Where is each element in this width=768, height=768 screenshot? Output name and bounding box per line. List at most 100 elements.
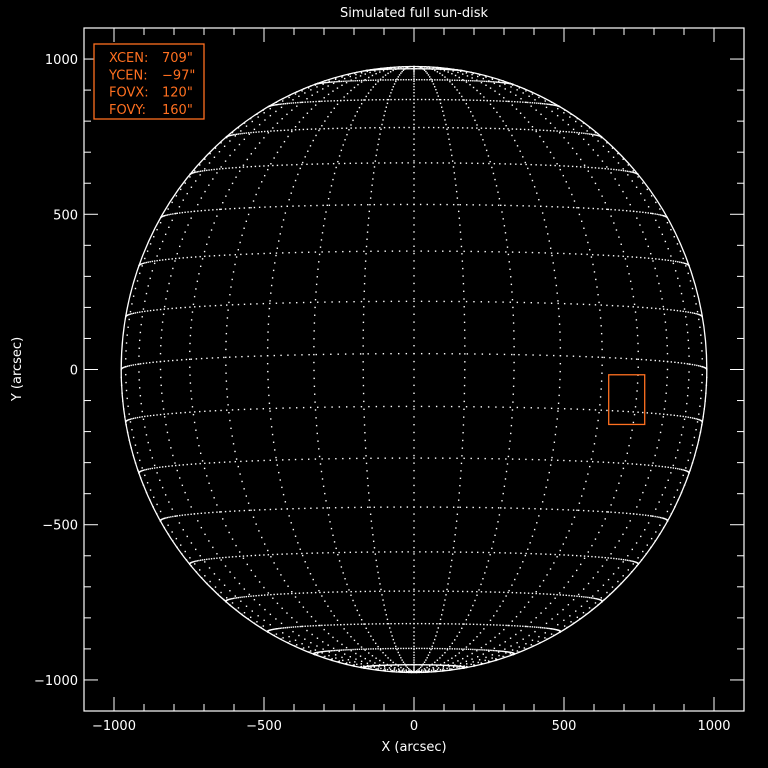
longitude-dot: [413, 80, 415, 83]
latitude-dot: [195, 358, 198, 360]
longitude-dot: [159, 368, 162, 371]
longitude-dot: [397, 665, 400, 667]
longitude-dot: [411, 671, 414, 674]
longitude-dot: [569, 116, 571, 118]
longitude-dot: [471, 658, 473, 660]
longitude-dot: [415, 671, 418, 674]
longitude-dot: [317, 440, 319, 442]
latitude-dot: [332, 551, 335, 554]
latitude-dot: [388, 590, 391, 592]
longitude-dot: [299, 167, 301, 170]
latitude-dot: [310, 507, 312, 509]
longitude-dot: [452, 666, 455, 668]
longitude-dot: [137, 469, 139, 472]
longitude-dot: [138, 355, 140, 357]
longitude-dot: [291, 591, 293, 593]
longitude-dot: [318, 261, 320, 263]
longitude-dot: [572, 598, 575, 601]
latitude-dot: [379, 590, 381, 592]
longitude-dot: [503, 628, 505, 631]
longitude-dot: [149, 449, 151, 451]
latitude-dot: [579, 355, 581, 358]
longitude-dot: [270, 556, 272, 558]
latitude-dot: [659, 413, 661, 415]
longitude-dot: [159, 510, 162, 513]
longitude-dot: [599, 404, 601, 406]
longitude-dot: [504, 83, 506, 85]
longitude-dot: [573, 516, 576, 518]
longitude-dot: [125, 389, 128, 392]
longitude-dot: [458, 217, 461, 219]
latitude-dot: [322, 552, 324, 554]
latitude-dot: [228, 556, 230, 558]
latitude-dot: [426, 664, 428, 666]
latitude-dot: [640, 463, 642, 466]
longitude-dot: [592, 263, 594, 266]
longitude-dot: [189, 374, 191, 376]
latitude-dot: [349, 551, 351, 554]
longitude-dot: [267, 339, 269, 341]
latitude-dot: [232, 134, 235, 136]
longitude-dot: [696, 310, 699, 313]
longitude-dot: [298, 95, 300, 97]
longitude-dot: [472, 639, 475, 642]
latitude-dot: [565, 131, 567, 133]
longitude-dot: [253, 128, 256, 131]
latitude-dot: [533, 102, 536, 104]
latitude-dot: [343, 162, 346, 165]
longitude-dot: [190, 398, 193, 400]
longitude-dot: [523, 647, 526, 649]
latitude-dot: [535, 129, 537, 131]
longitude-dot: [413, 337, 415, 339]
longitude-dot: [208, 540, 210, 542]
longitude-dot: [693, 436, 696, 439]
longitude-dot: [393, 83, 396, 85]
latitude-dot: [175, 307, 178, 309]
latitude-dot: [397, 664, 399, 666]
longitude-dot: [231, 131, 234, 134]
longitude-dot: [394, 667, 396, 669]
latitude-dot: [492, 81, 495, 83]
longitude-dot: [275, 104, 278, 106]
longitude-dot: [163, 215, 165, 217]
latitude-dot: [457, 127, 459, 129]
latitude-dot: [449, 79, 451, 81]
latitude-dot: [587, 510, 590, 512]
longitude-dot: [120, 384, 123, 387]
longitude-dot: [549, 247, 552, 249]
latitude-dot: [446, 68, 448, 71]
longitude-dot: [413, 184, 415, 186]
latitude-dot: [256, 303, 258, 305]
latitude-dot: [167, 308, 169, 310]
longitude-dot: [705, 384, 708, 387]
longitude-dot: [343, 653, 346, 655]
latitude-dot: [346, 649, 348, 651]
longitude-dot: [307, 567, 309, 569]
latitude-dot: [164, 465, 167, 468]
longitude-dot: [680, 491, 683, 494]
latitude-dot: [557, 252, 559, 255]
longitude-dot: [413, 642, 415, 644]
latitude-dot: [322, 507, 324, 509]
longitude-dot: [199, 265, 202, 268]
longitude-dot: [512, 322, 515, 324]
longitude-dot: [398, 74, 401, 76]
longitude-dot: [525, 643, 527, 645]
longitude-dot: [607, 511, 609, 513]
latitude-dot: [250, 131, 252, 134]
latitude-dot: [219, 557, 221, 559]
longitude-dot: [563, 619, 565, 622]
longitude-dot: [138, 363, 140, 365]
latitude-dot: [494, 591, 496, 593]
longitude-dot: [413, 329, 415, 331]
latitude-dot: [704, 367, 706, 369]
longitude-dot: [516, 85, 519, 87]
longitude-dot: [686, 477, 689, 479]
longitude-dot: [413, 638, 415, 641]
latitude-dot: [539, 354, 541, 356]
latitude-dot: [344, 353, 347, 355]
longitude-dot: [377, 80, 379, 83]
longitude-dot: [274, 449, 276, 451]
latitude-dot: [350, 648, 352, 651]
latitude-dot: [479, 623, 482, 626]
